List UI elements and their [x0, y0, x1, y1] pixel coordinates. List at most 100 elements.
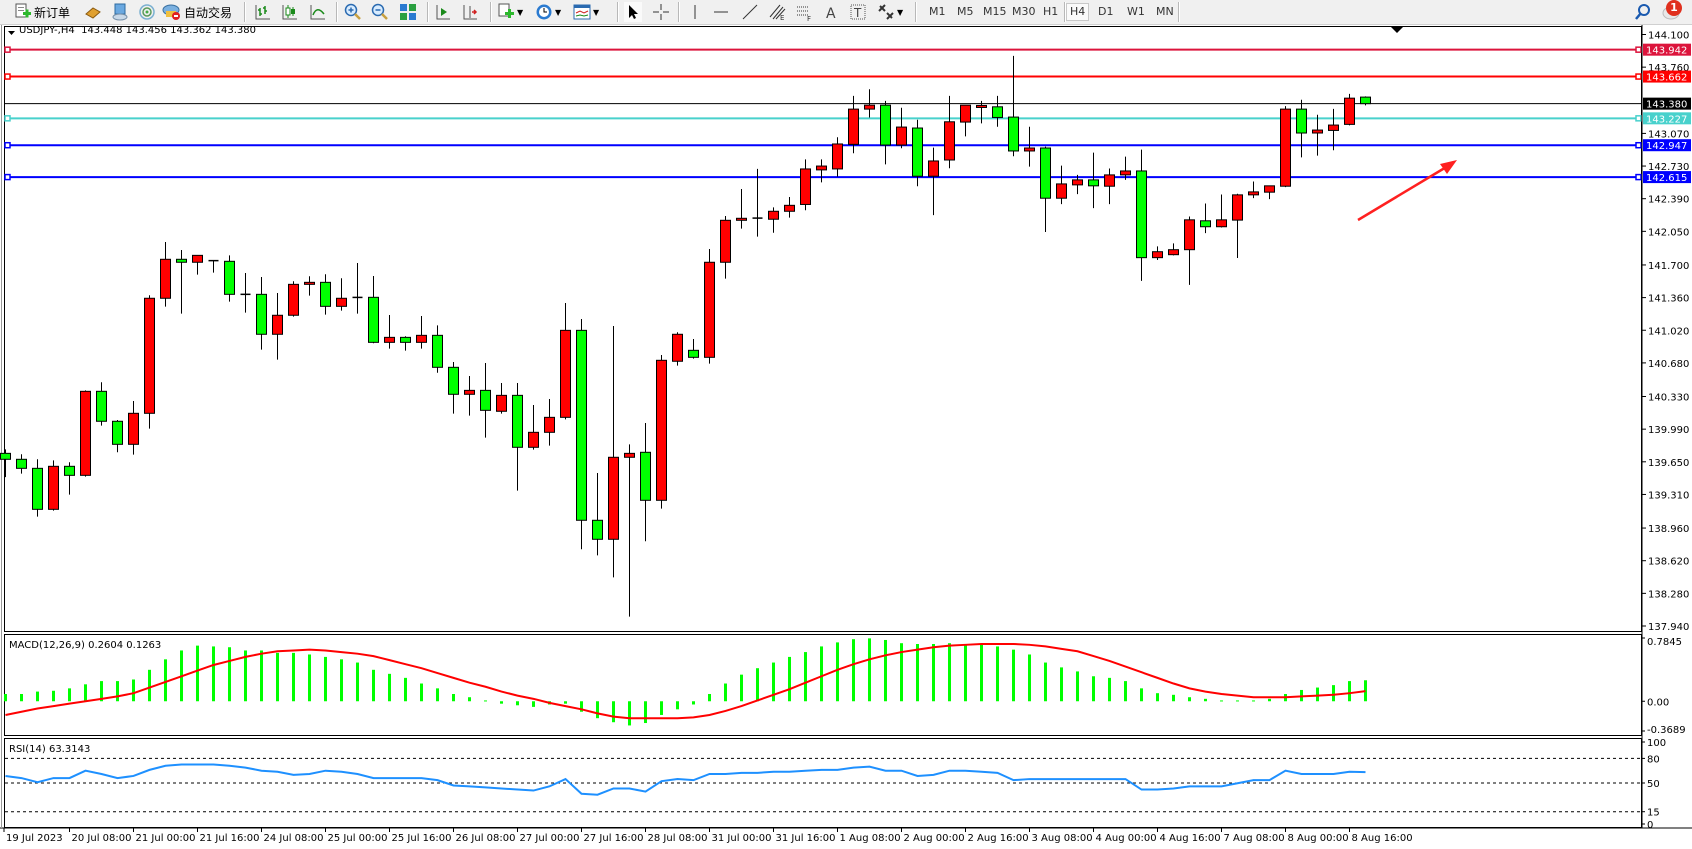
candle-body	[1232, 194, 1243, 221]
chevron-down-icon: ▼	[897, 7, 904, 17]
equidistant-channel-button[interactable]: E	[768, 2, 786, 22]
line-handle-left[interactable]	[4, 173, 11, 181]
timeframe-m15[interactable]: M15	[983, 5, 1007, 18]
time-tick-label: 3 Aug 08:00	[1032, 833, 1093, 844]
vertical-line-button[interactable]	[686, 2, 704, 22]
macd-histogram-bar	[20, 693, 23, 702]
candle-body	[1040, 147, 1051, 199]
candle-body	[624, 452, 635, 458]
fibonacci-button[interactable]: F	[795, 2, 813, 22]
macd-histogram-bar	[52, 690, 55, 702]
candle-body	[288, 283, 299, 316]
line-handle-right[interactable]	[1635, 141, 1642, 149]
candle-body	[528, 431, 539, 448]
macd-histogram-bar	[116, 681, 119, 702]
autoscroll-button[interactable]	[434, 2, 452, 22]
macd-histogram-bar	[1092, 676, 1095, 702]
price-tick-label: 141.360	[1648, 294, 1689, 305]
timeframe-m5[interactable]: M5	[957, 5, 974, 18]
line-handle-right[interactable]	[1635, 173, 1642, 181]
navigator-button[interactable]	[138, 2, 156, 22]
horizontal-line-price-label: 143.662	[1646, 73, 1687, 84]
line-handle-right[interactable]	[1635, 73, 1642, 80]
line-handle-right[interactable]	[1635, 46, 1642, 53]
price-tick-label: 139.990	[1648, 425, 1689, 436]
line-chart-button[interactable]	[309, 2, 327, 22]
timeframe-m1[interactable]: M1	[929, 5, 946, 18]
price-tick-label: 138.620	[1648, 557, 1689, 568]
horizontal-line-icon	[712, 3, 730, 21]
chart-shift-marker[interactable]	[1391, 27, 1403, 33]
server-icon	[111, 3, 129, 21]
price-tick-label: 142.050	[1648, 227, 1689, 238]
toolbar-separator	[915, 2, 917, 22]
tile-windows-button[interactable]	[399, 2, 417, 22]
time-tick-label: 7 Aug 08:00	[1224, 833, 1285, 844]
horizontal-line-price-label: 142.615	[1646, 173, 1687, 184]
indicators-button[interactable]: ▼	[497, 2, 523, 22]
macd-histogram-bar	[244, 650, 247, 702]
time-tick-label: 4 Aug 00:00	[1096, 833, 1157, 844]
chart-window[interactable]: 144.100 143.760 143.070 142.730 142.390 142.0…	[0, 25, 1692, 849]
periods-button[interactable]: ▼	[535, 2, 561, 22]
candle-body	[944, 121, 955, 161]
candle-body	[864, 104, 875, 110]
candle-body	[496, 394, 507, 412]
macd-histogram-bar	[1012, 649, 1015, 702]
toolbar-separator	[617, 2, 619, 22]
market-watch-button[interactable]	[84, 2, 102, 22]
new-order-button[interactable]: 新订单	[14, 2, 70, 22]
rsi-line	[5, 763, 1366, 796]
data-window-button[interactable]	[111, 2, 129, 22]
macd-histogram-bar	[868, 638, 871, 702]
chart-shift-button[interactable]	[461, 2, 479, 22]
arrows-button[interactable]: ▼	[877, 2, 903, 22]
line-handle-right[interactable]	[1635, 115, 1642, 122]
candle-body	[480, 389, 491, 411]
bar-chart-button[interactable]	[254, 2, 272, 22]
time-tick-label: 2 Aug 00:00	[904, 833, 965, 844]
line-handle-left[interactable]	[4, 73, 11, 80]
timeframe-m30[interactable]: M30	[1012, 5, 1036, 18]
search-button[interactable]	[1634, 2, 1652, 22]
macd-histogram-bar	[1172, 694, 1175, 702]
horizontal-line-button[interactable]	[712, 2, 730, 22]
macd-histogram-bar	[1236, 700, 1239, 702]
candle-body	[960, 104, 971, 123]
candle-body	[672, 333, 683, 362]
macd-histogram-bar	[644, 701, 647, 724]
timeframe-d1[interactable]: D1	[1098, 5, 1114, 18]
text-button[interactable]: A	[822, 2, 840, 22]
macd-histogram-bar	[532, 701, 535, 707]
notification-badge[interactable]: 1	[1666, 0, 1682, 16]
timeframe-w1[interactable]: W1	[1127, 5, 1145, 18]
red-arrow-object[interactable]	[1357, 160, 1457, 222]
cursor-button[interactable]	[624, 2, 642, 22]
line-handle-left[interactable]	[4, 46, 11, 53]
candle-body	[928, 160, 939, 177]
candle-body	[112, 420, 123, 445]
line-handle-left[interactable]	[4, 141, 11, 149]
price-tick-label: 144.100	[1648, 31, 1689, 42]
zoom-out-button[interactable]	[371, 2, 389, 22]
toolbar-separator	[1178, 2, 1180, 22]
crosshair-button[interactable]	[652, 2, 670, 22]
timeframe-h4[interactable]: H4	[1066, 3, 1090, 21]
svg-text:A: A	[826, 6, 836, 21]
auto-trading-button[interactable]: 自动交易	[162, 2, 232, 22]
time-tick-label: 31 Jul 00:00	[712, 833, 772, 844]
current-price-label-box	[1643, 97, 1691, 110]
candlestick-button[interactable]	[281, 2, 299, 22]
templates-button[interactable]: ▼	[573, 2, 599, 22]
zoom-in-button[interactable]	[344, 2, 362, 22]
chart-canvas[interactable]: 144.100 143.760 143.070 142.730 142.390 142.0…	[0, 25, 1692, 849]
text-label-button[interactable]: T	[849, 2, 867, 22]
trendline-button[interactable]	[741, 2, 759, 22]
line-handle-left[interactable]	[4, 115, 11, 122]
timeframe-mn[interactable]: MN	[1156, 5, 1174, 18]
price-tick-label: 140.330	[1648, 393, 1689, 404]
candle-body	[80, 390, 91, 476]
horizontal-line-price-label: 142.947	[1646, 141, 1687, 152]
candle-body	[832, 143, 843, 170]
timeframe-h1[interactable]: H1	[1043, 5, 1059, 18]
